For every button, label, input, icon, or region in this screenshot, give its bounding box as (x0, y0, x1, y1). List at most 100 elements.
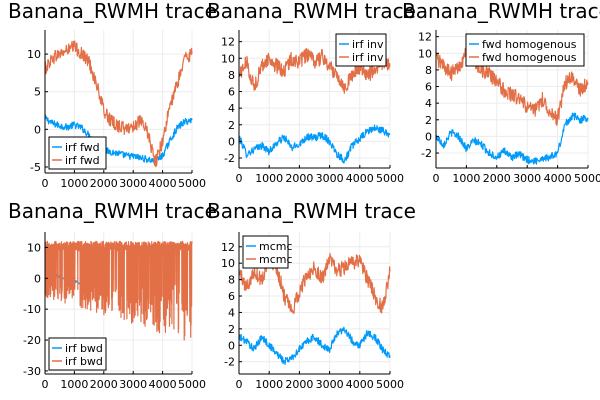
y-tick-label: 8 (228, 274, 235, 287)
legend-label-1: irf bwd (65, 342, 103, 355)
series-line-1 (435, 112, 589, 165)
subplot-4: 0 1000 2000 3000 4000 5000 -30 -20 -10 0 10 Banana_… (8, 199, 217, 391)
subplot-3: 0 1000 2000 3000 4000 5000-2024681012Banana_R… (402, 0, 600, 185)
y-tick-label: 2 (228, 119, 235, 132)
y-tick-label: 10 (27, 48, 41, 61)
x-tick-label: 2000 (483, 172, 511, 185)
x-tick-label: 2000 (285, 172, 313, 185)
series-line-2 (435, 47, 589, 126)
series-line-1 (44, 114, 193, 164)
legend-label-2: irf bwd (65, 355, 103, 368)
x-tick-label: 3000 (316, 378, 344, 391)
y-tick-label: 10 (418, 47, 432, 60)
y-tick-label: 12 (221, 241, 235, 254)
y-tick-label: -30 (23, 365, 41, 378)
legend-box (335, 33, 387, 67)
x-tick-label: 1000 (60, 378, 88, 391)
y-tick-label: -10 (23, 303, 41, 316)
x-tick-label: 0 (42, 177, 49, 190)
x-tick-label: 4000 (544, 172, 572, 185)
x-tick-label: 0 (236, 378, 243, 391)
x-tick-label: 1000 (60, 177, 88, 190)
subplot-title: Banana_RWMH trace (207, 0, 416, 23)
subplot-title: Banana_RWMH trace (8, 0, 217, 23)
y-tick-label: 12 (221, 36, 235, 49)
x-tick-label: 3000 (316, 172, 344, 185)
legend-label-1: fwd homogenous (482, 38, 577, 51)
x-tick-label: 5000 (376, 172, 404, 185)
y-tick-label: -2 (224, 356, 235, 369)
y-tick-label: 12 (418, 31, 432, 44)
y-tick-label: 4 (425, 97, 432, 110)
x-tick-label: 5000 (178, 378, 206, 391)
legend-label-1: irf inv (352, 38, 384, 51)
y-tick-label: 0 (34, 272, 41, 285)
legend-label-2: irf inv (352, 51, 384, 64)
x-tick-label: 2000 (90, 378, 118, 391)
series-line-2 (44, 40, 193, 168)
legend-label-2: fwd homogenous (482, 51, 577, 64)
legend-box (48, 337, 107, 371)
series-line-1 (238, 326, 391, 366)
y-tick-label: 4 (228, 102, 235, 115)
y-tick-label: 2 (228, 323, 235, 336)
y-tick-label: -2 (421, 147, 432, 160)
x-tick-label: 3000 (119, 177, 147, 190)
x-tick-label: 5000 (574, 172, 600, 185)
y-tick-label: 8 (228, 69, 235, 82)
y-tick-label: 10 (221, 52, 235, 65)
legend-box (465, 33, 585, 67)
series-line-2 (238, 253, 391, 315)
y-tick-label: 10 (27, 241, 41, 254)
subplot-title: Banana_RWMH trace (8, 199, 217, 223)
subplot-2: 0 1000 2000 3000 4000 5000-2024681012Banana_R… (207, 0, 416, 185)
x-tick-label: 4000 (149, 378, 177, 391)
y-tick-label: 0 (34, 123, 41, 136)
legend-box (242, 235, 289, 269)
x-tick-label: 4000 (346, 378, 374, 391)
y-tick-label: 6 (425, 81, 432, 94)
y-tick-label: 0 (425, 130, 432, 143)
y-tick-label: 5 (34, 86, 41, 99)
x-tick-label: 5000 (178, 177, 206, 190)
x-tick-label: 0 (42, 378, 49, 391)
subplot-title: Banana_RWMH trace (402, 0, 600, 23)
y-tick-label: 4 (228, 306, 235, 319)
y-tick-label: 10 (221, 257, 235, 270)
x-tick-label: 3000 (513, 172, 541, 185)
legend-label-2: irf fwd (65, 154, 100, 167)
y-tick-label: 6 (228, 290, 235, 303)
y-tick-label: 6 (228, 86, 235, 99)
x-tick-label: 0 (236, 172, 243, 185)
x-tick-label: 2000 (90, 177, 118, 190)
x-tick-label: 1000 (255, 172, 283, 185)
y-tick-label: 8 (425, 64, 432, 77)
y-tick-label: -20 (23, 334, 41, 347)
x-tick-label: 4000 (149, 177, 177, 190)
subplot-title: Banana_RWMH trace (207, 199, 416, 223)
subplot-5: 0 1000 2000 3000 4000 5000-2024681012Banana_R… (207, 199, 416, 391)
x-tick-label: 1000 (255, 378, 283, 391)
legend-label-1: mcmc (259, 240, 293, 253)
legend-label-1: irf fwd (65, 141, 100, 154)
legend-label-2: mcmc (259, 253, 293, 266)
x-tick-label: 3000 (119, 378, 147, 391)
y-tick-label: 2 (425, 114, 432, 127)
y-tick-label: -2 (224, 152, 235, 165)
y-tick-label: 0 (228, 339, 235, 352)
series-line-2 (238, 47, 391, 94)
series-line-2 (44, 240, 193, 341)
x-tick-label: 2000 (285, 378, 313, 391)
x-tick-label: 0 (433, 172, 440, 185)
y-tick-label: -5 (30, 161, 41, 174)
series-line-1 (238, 124, 391, 164)
x-tick-label: 5000 (376, 378, 404, 391)
x-tick-label: 4000 (346, 172, 374, 185)
